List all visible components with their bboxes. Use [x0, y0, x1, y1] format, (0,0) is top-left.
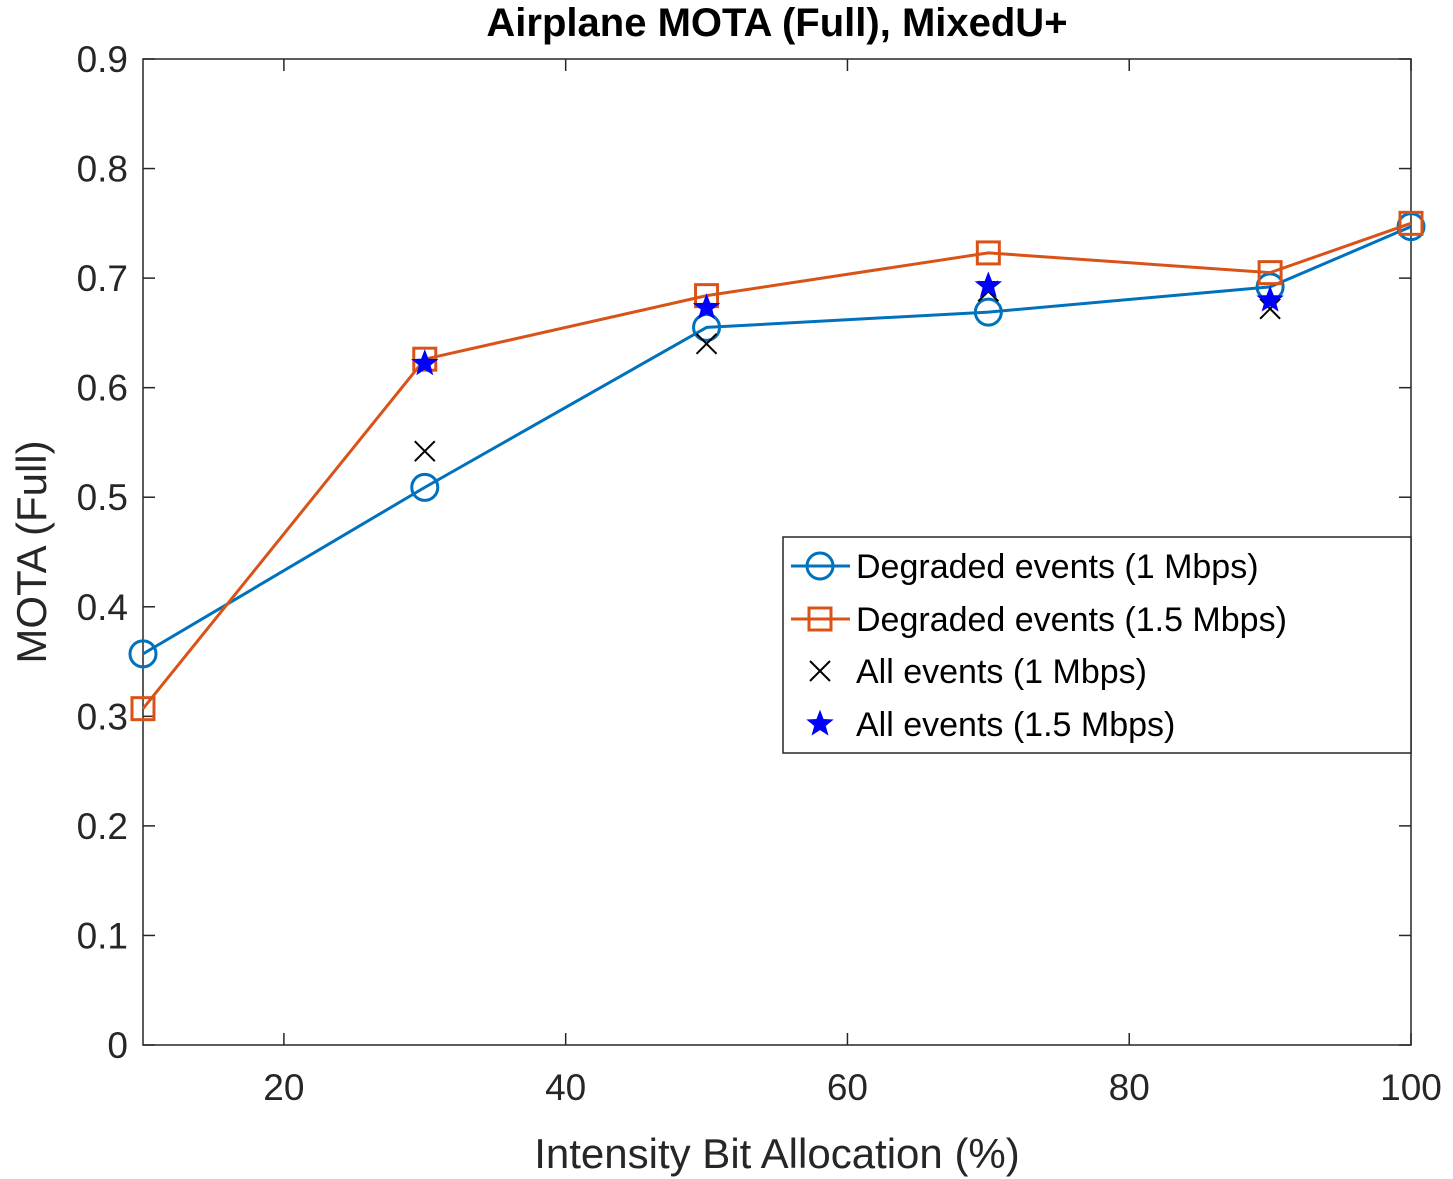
x-tick-label: 40: [545, 1067, 586, 1108]
legend-label: Degraded events (1.5 Mbps): [856, 601, 1287, 639]
y-tick-label: 0.1: [77, 915, 128, 956]
data-point-square: [1398, 210, 1424, 236]
y-tick-label: 0.5: [77, 477, 128, 518]
data-point-circle: [973, 297, 1003, 327]
legend-entry: Degraded events (1 Mbps): [791, 548, 1259, 586]
series-0: [128, 212, 1426, 669]
data-point-star: [411, 349, 439, 376]
data-point-circle: [128, 639, 158, 669]
data-point-star: [974, 271, 1003, 298]
data-point-square: [1257, 260, 1283, 286]
y-tick-label: 0.4: [77, 587, 128, 628]
legend-box: [782, 536, 1412, 754]
data-point-star: [1256, 285, 1284, 312]
data-point-x: [695, 333, 718, 355]
y-axis: 0 0.1 0.2 0.3 0.4 0.5 0.6 0.7 0.8 0.9: [77, 39, 1411, 1066]
data-point-x: [1259, 298, 1281, 320]
y-tick-label: 0: [107, 1025, 128, 1066]
y-axis-label: MOTA (Full): [8, 440, 55, 663]
y-tick-label: 0.2: [77, 806, 128, 847]
y-tick-label: 0.6: [77, 368, 128, 409]
legend-marker-star: [806, 709, 834, 736]
series-layer: [128, 210, 1426, 722]
y-tick-label: 0.3: [77, 696, 128, 737]
y-tick-label: 0.9: [77, 39, 128, 80]
y-tick-label: 0.8: [77, 149, 128, 190]
data-point-x: [414, 440, 436, 462]
legend-label: All events (1.5 Mbps): [856, 706, 1175, 744]
legend-label: All events (1 Mbps): [856, 653, 1147, 691]
series-line: [142, 225, 1412, 656]
series-3: [411, 271, 1284, 376]
series-line: [141, 221, 1412, 710]
legend-marker-x: [809, 660, 831, 682]
data-point-square: [975, 240, 1001, 266]
data-point-square: [130, 696, 156, 722]
legend-label: Degraded events (1 Mbps): [856, 548, 1259, 586]
x-tick-label: 100: [1380, 1067, 1442, 1108]
chart-title: Airplane MOTA (Full), MixedU+: [486, 1, 1067, 45]
x-axis-label: Intensity Bit Allocation (%): [534, 1130, 1020, 1177]
x-tick-label: 60: [827, 1067, 868, 1108]
legend-entry: All events (1 Mbps): [809, 653, 1147, 691]
legend-entry: All events (1.5 Mbps): [806, 706, 1175, 744]
legend: Degraded events (1 Mbps) Degraded events …: [782, 536, 1412, 754]
legend-entry: Degraded events (1.5 Mbps): [791, 601, 1287, 639]
x-tick-label: 80: [1109, 1067, 1150, 1108]
x-tick-label: 20: [263, 1067, 304, 1108]
data-point-circle: [692, 312, 722, 342]
data-point-star: [692, 293, 721, 320]
y-tick-label: 0.7: [77, 258, 128, 299]
x-axis: 20 40 60 80 100: [263, 59, 1442, 1108]
legend-marker-square: [807, 606, 833, 632]
legend-marker-circle: [805, 551, 835, 581]
data-point-circle: [410, 472, 440, 502]
